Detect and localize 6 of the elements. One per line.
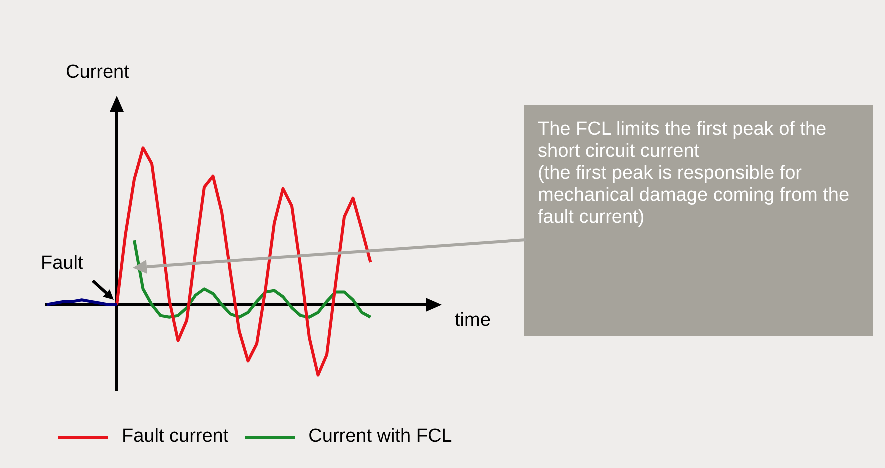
annotation: Fault xyxy=(41,253,84,274)
y-axis-title: Current xyxy=(66,62,130,83)
legend-label: Current with FCL xyxy=(308,426,452,448)
legend-label: Fault current xyxy=(122,426,229,448)
x-axis-title: time xyxy=(455,310,491,331)
text: The FCL limits the first peak of the short circuit current (the first peak is responsible for mechanical damage coming from the fault current) xyxy=(524,105,873,336)
